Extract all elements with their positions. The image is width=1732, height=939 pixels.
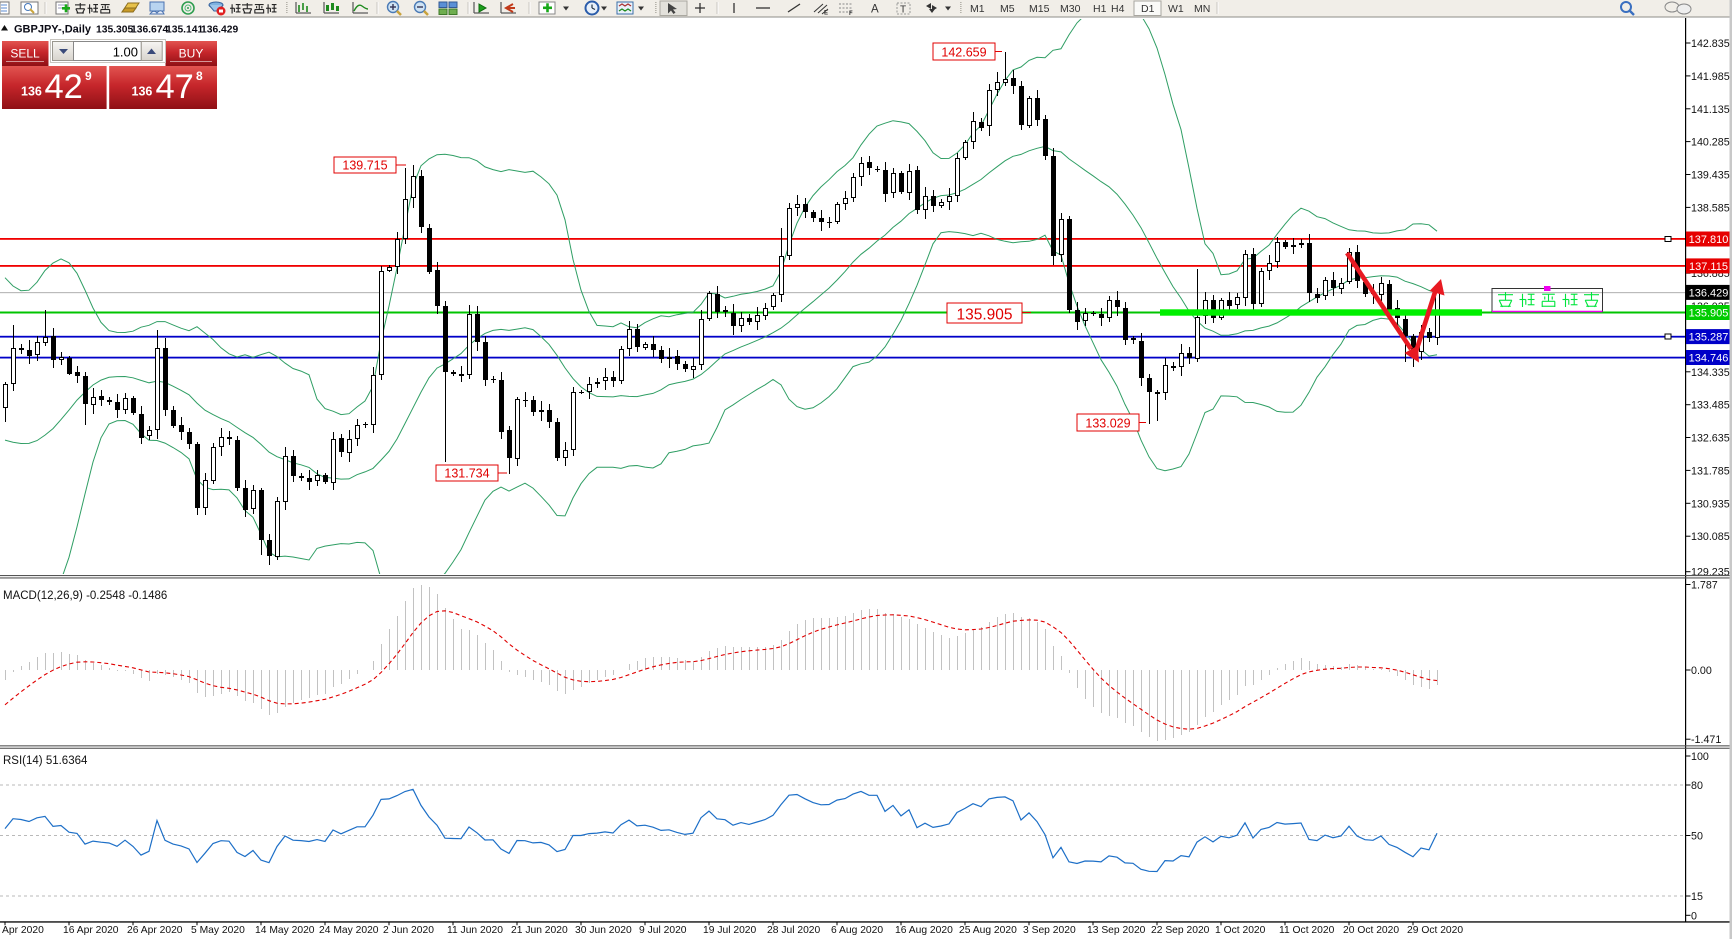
svg-text:135.305: 135.305 (96, 25, 133, 36)
svg-text:135.141: 135.141 (166, 25, 203, 36)
svg-text:M15: M15 (1029, 3, 1050, 15)
svg-text:137.115: 137.115 (1689, 261, 1728, 273)
svg-text:30 Jun 2020: 30 Jun 2020 (575, 925, 632, 936)
svg-text:132.635: 132.635 (1691, 433, 1730, 445)
svg-text:47: 47 (156, 68, 194, 106)
svg-text:131.734: 131.734 (444, 467, 489, 481)
svg-text:141.135: 141.135 (1691, 104, 1730, 116)
svg-text:6 Aug 2020: 6 Aug 2020 (831, 925, 883, 936)
svg-text:5 May 2020: 5 May 2020 (191, 925, 245, 936)
svg-text:139.435: 139.435 (1691, 170, 1730, 182)
svg-text:A: A (871, 4, 879, 16)
svg-text:9 Jul 2020: 9 Jul 2020 (639, 925, 687, 936)
svg-text:136.429: 136.429 (1689, 287, 1729, 299)
svg-text:142.835: 142.835 (1691, 38, 1730, 50)
svg-text:139.715: 139.715 (342, 159, 387, 173)
svg-text:16 Apr 2020: 16 Apr 2020 (63, 925, 119, 936)
svg-text:MACD(12,26,9) -0.2548 -0.1486: MACD(12,26,9) -0.2548 -0.1486 (3, 590, 167, 602)
svg-text:19 Jul 2020: 19 Jul 2020 (703, 925, 757, 936)
svg-text:E: E (824, 11, 828, 17)
svg-text:136: 136 (132, 85, 153, 99)
svg-text:M1: M1 (970, 3, 985, 15)
svg-text:M30: M30 (1060, 3, 1081, 15)
svg-text:134.746: 134.746 (1689, 353, 1729, 365)
svg-text:20 Oct 2020: 20 Oct 2020 (1343, 925, 1399, 936)
svg-text:135.287: 135.287 (1689, 332, 1729, 344)
svg-text:24 May 2020: 24 May 2020 (319, 925, 379, 936)
svg-text:42: 42 (45, 68, 83, 106)
svg-text:D1: D1 (1141, 3, 1155, 15)
svg-text:0: 0 (1691, 910, 1697, 922)
svg-text:136.429: 136.429 (201, 25, 238, 36)
svg-text:21 Jun 2020: 21 Jun 2020 (511, 925, 568, 936)
svg-text:135.905: 135.905 (1689, 308, 1729, 320)
svg-text:80: 80 (1691, 780, 1703, 792)
svg-text:1 Oct 2020: 1 Oct 2020 (1215, 925, 1266, 936)
svg-text:130.085: 130.085 (1691, 531, 1730, 543)
svg-text:W1: W1 (1168, 3, 1184, 15)
svg-text:14 May 2020: 14 May 2020 (255, 925, 315, 936)
svg-text:1.00: 1.00 (113, 45, 138, 60)
svg-text:140.285: 140.285 (1691, 137, 1730, 149)
svg-text:SELL: SELL (10, 47, 40, 61)
svg-text:GBPJPY-,Daily: GBPJPY-,Daily (14, 24, 92, 36)
svg-text:8: 8 (196, 69, 203, 83)
svg-text:142.659: 142.659 (941, 46, 986, 60)
svg-text:RSI(14) 51.6364: RSI(14) 51.6364 (3, 755, 88, 767)
svg-text:138.585: 138.585 (1691, 202, 1730, 214)
svg-text:131.785: 131.785 (1691, 465, 1730, 477)
svg-text:25 Aug 2020: 25 Aug 2020 (959, 925, 1017, 936)
svg-text:2 Jun 2020: 2 Jun 2020 (383, 925, 434, 936)
svg-text:11 Oct 2020: 11 Oct 2020 (1279, 925, 1335, 936)
svg-text:22 Sep 2020: 22 Sep 2020 (1151, 925, 1210, 936)
svg-text:141.985: 141.985 (1691, 71, 1730, 83)
svg-text:29 Oct 2020: 29 Oct 2020 (1407, 925, 1463, 936)
svg-text:0.00: 0.00 (1691, 665, 1712, 677)
svg-text:136: 136 (21, 85, 42, 99)
svg-text:133.029: 133.029 (1085, 417, 1130, 431)
svg-text:3 Sep 2020: 3 Sep 2020 (1023, 925, 1076, 936)
svg-text:50: 50 (1691, 831, 1703, 843)
svg-text:130.935: 130.935 (1691, 498, 1730, 510)
svg-text:F: F (849, 11, 853, 17)
svg-text:M5: M5 (1000, 3, 1015, 15)
svg-text:13 Sep 2020: 13 Sep 2020 (1087, 925, 1146, 936)
svg-text:15: 15 (1691, 891, 1703, 903)
svg-text:136.674: 136.674 (131, 25, 168, 36)
svg-text:135.905: 135.905 (956, 307, 1012, 324)
svg-text:28 Jul 2020: 28 Jul 2020 (767, 925, 821, 936)
svg-text:Apr 2020: Apr 2020 (2, 925, 44, 936)
svg-text:134.335: 134.335 (1691, 367, 1730, 379)
svg-text:-1.471: -1.471 (1691, 734, 1721, 746)
svg-text:9: 9 (85, 69, 92, 83)
svg-text:T: T (900, 5, 906, 16)
svg-text:H1: H1 (1093, 3, 1107, 15)
svg-text:133.485: 133.485 (1691, 400, 1730, 412)
svg-text:MN: MN (1194, 3, 1210, 15)
svg-text:1.787: 1.787 (1691, 580, 1718, 592)
svg-text:11 Jun 2020: 11 Jun 2020 (447, 925, 503, 936)
svg-text:137.810: 137.810 (1689, 234, 1729, 246)
svg-text:26 Apr 2020: 26 Apr 2020 (127, 925, 183, 936)
svg-text:100: 100 (1691, 751, 1709, 763)
svg-text:129.235: 129.235 (1691, 567, 1730, 579)
svg-text:BUY: BUY (179, 47, 204, 61)
svg-text:H4: H4 (1111, 3, 1125, 15)
svg-text:16 Aug 2020: 16 Aug 2020 (895, 925, 953, 936)
